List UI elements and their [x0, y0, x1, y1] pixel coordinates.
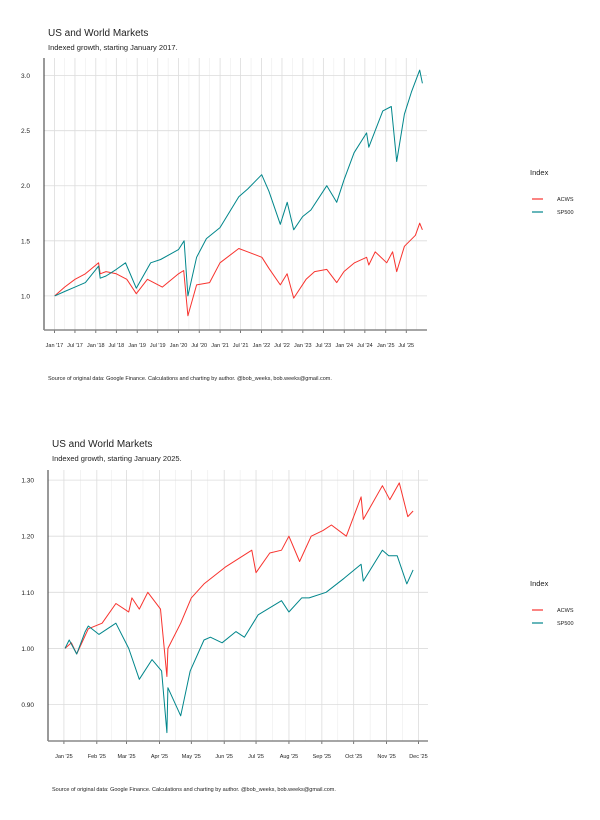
- chart-caption: Source of original data: Google Finance.…: [48, 376, 332, 382]
- x-tick-label: Jun '25: [215, 754, 233, 760]
- chart-caption: Source of original data: Google Finance.…: [52, 787, 336, 793]
- y-tick-label: 2.0: [21, 183, 30, 190]
- x-tick-label: Jul '22: [274, 343, 290, 349]
- x-tick-label: Jul '17: [67, 343, 83, 349]
- x-tick-label: Apr '25: [151, 754, 168, 760]
- x-tick-label: Aug '25: [280, 754, 298, 760]
- x-tick-label: Jul '20: [191, 343, 207, 349]
- legend-label: ACWS: [557, 197, 574, 203]
- x-tick-label: Jan '25: [377, 343, 395, 349]
- y-tick-label: 1.10: [21, 590, 34, 597]
- x-tick-label: Jul '18: [108, 343, 124, 349]
- x-tick-label: Jul '24: [357, 343, 373, 349]
- x-tick-label: Dec '25: [409, 754, 427, 760]
- y-tick-label: 2.5: [21, 128, 30, 135]
- x-tick-label: Feb '25: [88, 754, 106, 760]
- y-tick-label: 1.20: [21, 534, 34, 541]
- series-line-sp500: [55, 70, 423, 296]
- y-tick-label: 0.90: [21, 702, 34, 709]
- x-tick-label: May '25: [182, 754, 201, 760]
- y-tick-label: 1.30: [21, 478, 34, 485]
- x-tick-label: Jul '19: [150, 343, 166, 349]
- x-tick-label: Nov '25: [377, 754, 395, 760]
- x-tick-label: Jan '21: [211, 343, 229, 349]
- legend-title: Index: [530, 579, 549, 588]
- chart-title: US and World Markets: [48, 28, 148, 39]
- x-tick-label: Jan '25: [55, 754, 73, 760]
- chart-2025: US and World Markets Indexed growth, star…: [0, 420, 600, 820]
- y-tick-label: 1.00: [21, 646, 34, 653]
- x-tick-label: Jan '19: [128, 343, 146, 349]
- x-tick-label: Jul '25: [248, 754, 264, 760]
- x-tick-label: Jan '23: [294, 343, 312, 349]
- series-line-acws: [65, 483, 413, 677]
- y-tick-label: 3.0: [21, 73, 30, 80]
- x-tick-label: Jul '25: [398, 343, 414, 349]
- x-tick-label: Jan '17: [46, 343, 64, 349]
- legend-label: SP500: [557, 621, 574, 627]
- x-tick-label: Sep '25: [313, 754, 331, 760]
- x-tick-label: Mar '25: [117, 754, 135, 760]
- chart-title: US and World Markets: [52, 439, 152, 450]
- x-tick-label: Jan '24: [335, 343, 353, 349]
- x-tick-label: Jan '20: [170, 343, 188, 349]
- chart-subtitle: Indexed growth, starting January 2017.: [48, 43, 178, 52]
- y-tick-label: 1.0: [21, 293, 30, 300]
- y-tick-label: 1.5: [21, 238, 30, 245]
- chart-subtitle: Indexed growth, starting January 2025.: [52, 454, 182, 463]
- x-tick-label: Jul '21: [233, 343, 249, 349]
- legend-title: Index: [530, 168, 549, 177]
- series-line-acws: [55, 223, 423, 316]
- x-tick-label: Oct '25: [345, 754, 362, 760]
- x-tick-label: Jul '23: [316, 343, 332, 349]
- legend-label: SP500: [557, 210, 574, 216]
- legend-label: ACWS: [557, 608, 574, 614]
- x-tick-label: Jan '18: [87, 343, 105, 349]
- chart-2017: US and World Markets Indexed growth, star…: [0, 0, 600, 400]
- series-line-sp500: [65, 550, 413, 732]
- x-tick-label: Jan '22: [253, 343, 271, 349]
